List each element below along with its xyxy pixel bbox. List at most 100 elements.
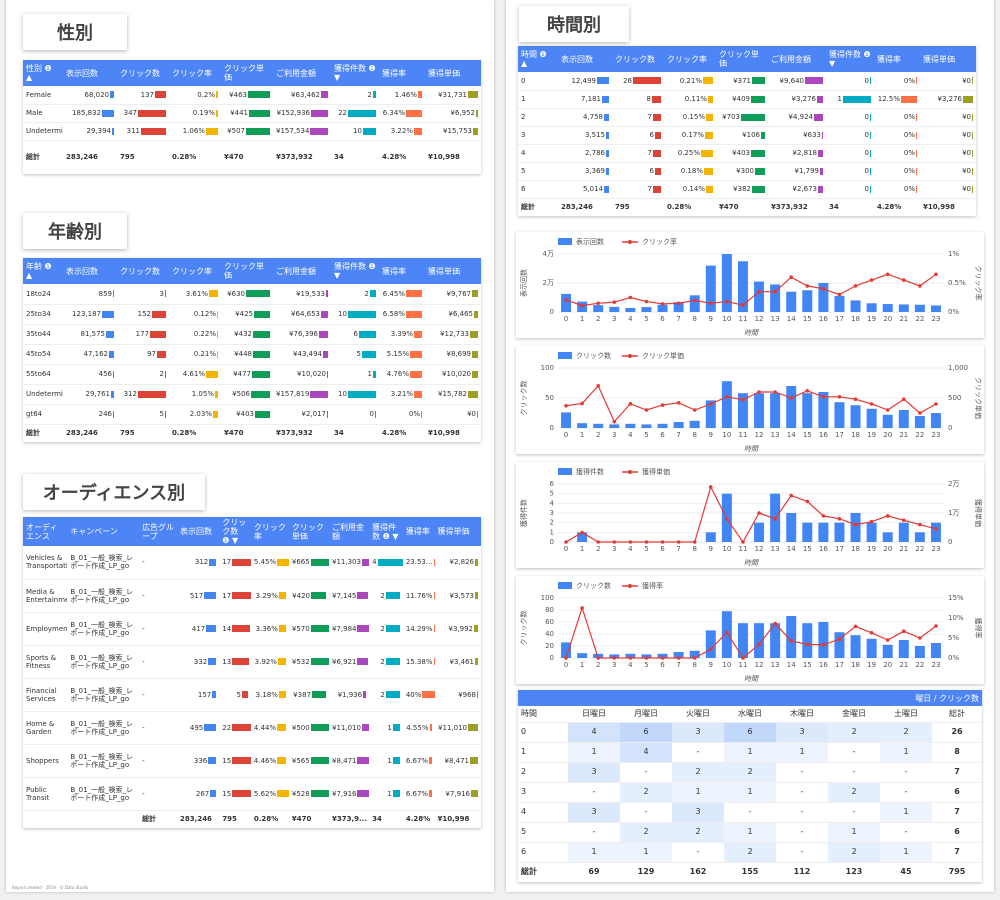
table-cell: B_01_一般_検索_レポート作成_LP_go [67, 612, 140, 646]
x-tick-label: 13 [771, 315, 780, 323]
total-cell: 4.28% [402, 809, 435, 828]
column-header[interactable]: クリック単価 [288, 517, 329, 546]
cell-bar [433, 658, 435, 665]
column-header[interactable]: 広告グループ [139, 517, 178, 546]
x-axis-label: 時間 [744, 445, 759, 453]
column-header[interactable]: 総計 [932, 706, 983, 723]
column-header[interactable]: 土曜日 [880, 706, 932, 723]
table-row: 2 4,758 7 0.15% ¥703 ¥4,924 0 0% ¥0 [518, 108, 976, 127]
cell-value: 456 [98, 370, 112, 378]
table-cell: 17 [219, 546, 251, 580]
column-header[interactable]: 獲得件数 ❶ ▼ [331, 60, 379, 86]
cell-value: 2 [367, 90, 372, 99]
x-tick-label: 9 [709, 431, 713, 439]
column-header[interactable]: 日曜日 [568, 706, 620, 723]
column-header[interactable]: クリック数 [117, 60, 169, 86]
cell-value: 14.29% [405, 624, 433, 633]
table-cell: ¥3,461 [434, 645, 481, 679]
line-point [628, 656, 633, 660]
x-tick-label: 2 [596, 661, 600, 669]
column-header[interactable]: ご利用金額 [273, 60, 331, 86]
bar-mark [914, 416, 925, 428]
column-header[interactable]: クリック数 [612, 46, 664, 72]
column-header[interactable]: クリック率 [664, 46, 716, 72]
cell-bar [310, 390, 329, 398]
bar-mark [625, 307, 636, 312]
column-header[interactable]: 月曜日 [620, 706, 672, 723]
column-header[interactable]: 獲得単価 [920, 46, 976, 72]
cell-value: 0 [864, 149, 869, 157]
column-header[interactable]: ご利用金額 [768, 46, 826, 72]
cell-value: 152 [137, 310, 151, 318]
line-point [869, 519, 874, 524]
column-header[interactable]: 獲得単価 [425, 60, 481, 86]
column-header[interactable]: オーディエンス [23, 517, 68, 546]
column-header[interactable]: 木曜日 [776, 706, 828, 723]
column-header[interactable]: 水曜日 [724, 706, 776, 723]
column-header[interactable]: キャンペーン [67, 517, 140, 546]
cell-bar [232, 790, 251, 797]
table-cell: - [139, 678, 178, 712]
column-header[interactable]: ご利用金額 [328, 517, 370, 546]
cell-value: - [142, 756, 145, 765]
cell-value: Male [26, 109, 43, 117]
column-header[interactable]: 時間 [518, 706, 568, 723]
column-header[interactable]: 時間 ❶ ▲ [518, 46, 558, 72]
y2-tick-label: 0 [948, 538, 952, 546]
cell-value: 2 [380, 624, 385, 633]
cell-bar [310, 127, 329, 135]
column-header[interactable]: 獲得件数 ❶ ▼ [331, 258, 379, 284]
column-header[interactable]: クリック率 [169, 60, 221, 86]
cell-bar [241, 691, 248, 698]
pivot-table: 曜日 / クリック数 時間 日曜日 月曜日 火曜日 水曜日 木曜日 金曜日 土曜日 総計 0 4 6 3 6… [518, 690, 983, 882]
cell-bar [655, 131, 661, 139]
column-header[interactable]: ご利用金額 [273, 258, 331, 284]
table-row: 3 3,515 6 0.17% ¥106 ¥633 0 0% ¥0 [518, 126, 976, 145]
cell-value: ¥19,533 [296, 289, 325, 298]
cell-value: B_01_一般_検索_レポート作成_LP_go [70, 719, 134, 736]
cell-bar [278, 625, 286, 632]
bar-mark [625, 653, 636, 658]
bar-mark [882, 532, 893, 542]
column-header[interactable]: 獲得単価 [434, 517, 481, 546]
column-header[interactable]: 年齢 ❶ ▲ [23, 258, 63, 284]
column-header[interactable]: クリック単価 [716, 46, 768, 72]
total-row: 総計 69 129 162 155 112 123 45 795 [518, 861, 983, 882]
column-header[interactable]: 表示回数 [558, 46, 612, 72]
table-cell: - [620, 802, 672, 823]
cell-value: 22 [222, 723, 232, 732]
column-header[interactable]: クリック単価 [221, 258, 273, 284]
column-header[interactable]: 表示回数 [177, 517, 220, 546]
column-header[interactable]: クリック数 ❶ ▼ [219, 517, 251, 546]
column-header[interactable]: クリック数 [117, 258, 169, 284]
x-tick-label: 18 [851, 545, 860, 553]
cell-bar [141, 127, 166, 135]
column-header[interactable]: 表示回数 [63, 258, 117, 284]
table-cell: 8 [612, 90, 664, 109]
column-header[interactable]: 獲得単価 [425, 258, 481, 284]
column-header[interactable]: 表示回数 [63, 60, 117, 86]
bar-mark [705, 630, 716, 658]
column-header[interactable]: 性別 ❶ ▲ [23, 60, 63, 86]
cell-bar [152, 310, 166, 318]
column-header[interactable]: クリック単価 [221, 60, 273, 86]
cell-value: 0% [903, 185, 915, 193]
table-row: 0 12,499 26 0.21% ¥371 ¥9,640 0 0% ¥0 [518, 72, 976, 91]
y-tick-label: 5 [550, 490, 554, 498]
legend-bar-swatch [558, 468, 572, 475]
column-header[interactable]: 獲得件数 ❶ ▼ [369, 517, 403, 546]
column-header[interactable]: 火曜日 [672, 706, 724, 723]
cell-bar [326, 290, 328, 298]
column-header[interactable]: クリック率 [169, 258, 221, 284]
column-header[interactable]: 獲得率 [379, 60, 425, 86]
column-header[interactable]: 獲得率 [379, 258, 425, 284]
bar-mark [721, 254, 732, 312]
y-axis-label: クリック数 [519, 611, 528, 646]
column-header[interactable]: 獲得件数 ❶ ▼ [826, 46, 874, 72]
column-header[interactable]: 獲得率 [874, 46, 920, 72]
column-header[interactable]: クリック率 [250, 517, 289, 546]
cell-value: ¥6,921 [331, 657, 357, 666]
column-header[interactable]: 金曜日 [828, 706, 880, 723]
column-header[interactable]: 獲得率 [402, 517, 435, 546]
